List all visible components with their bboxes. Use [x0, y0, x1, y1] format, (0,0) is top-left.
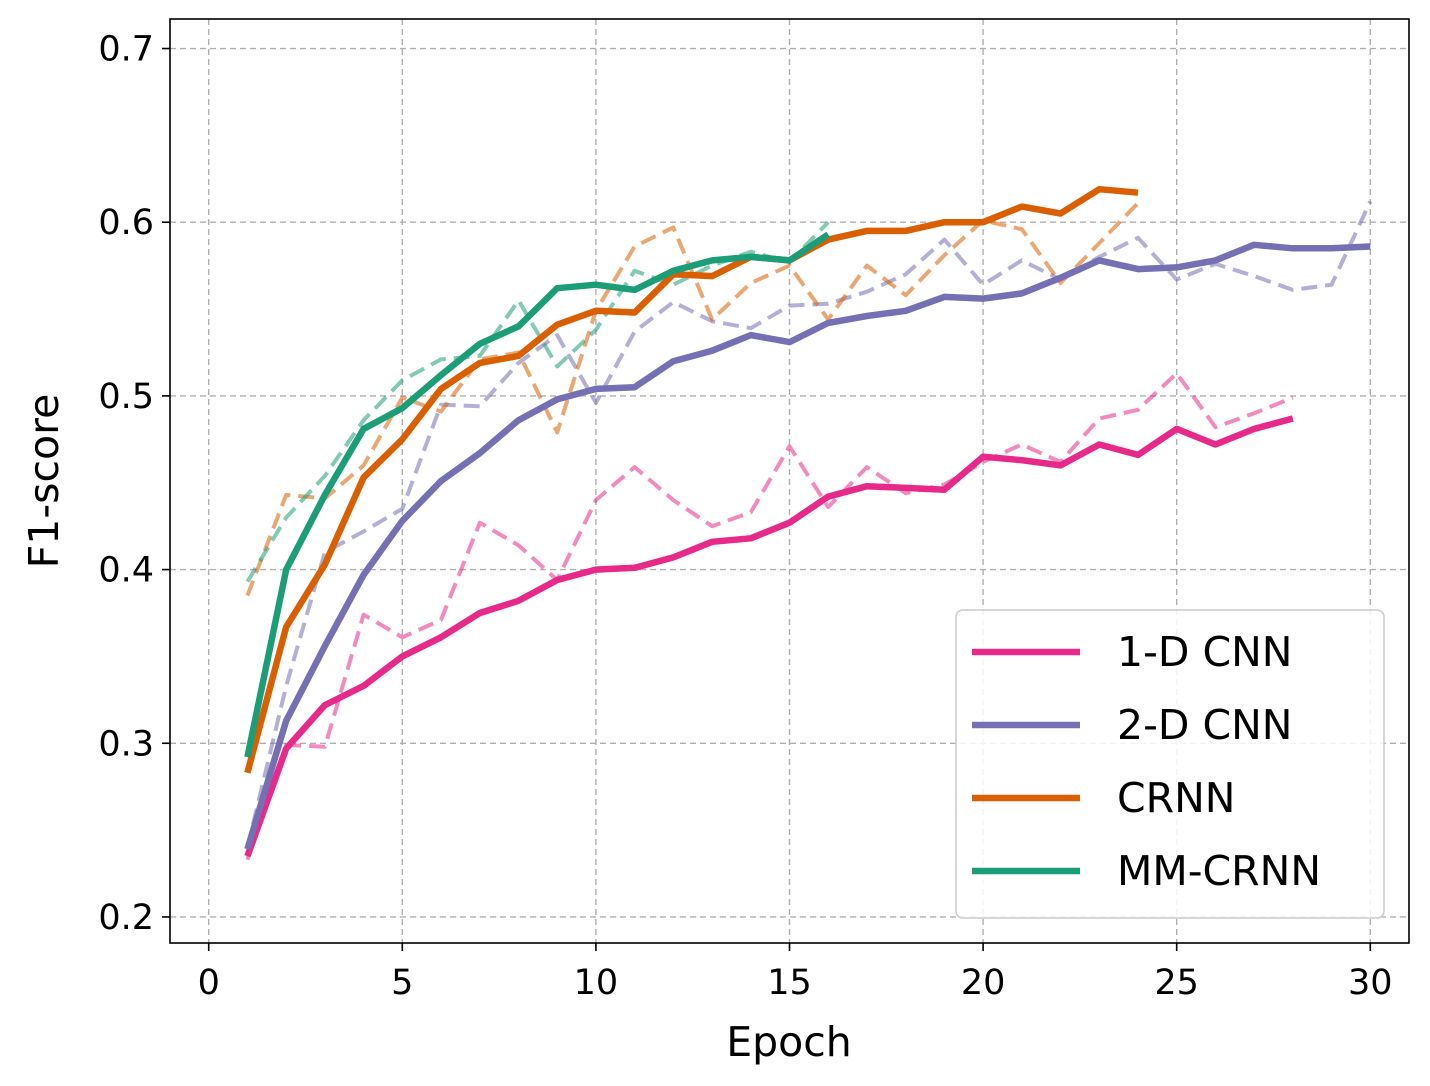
x-tick-label: 5 [391, 963, 413, 1003]
x-tick-label: 30 [1348, 963, 1393, 1003]
series-line-solid-2-d-cnn [244, 241, 1371, 851]
series-line-dashed-2-d-cnn [245, 200, 1373, 848]
y-axis-title: F1-score [20, 394, 68, 569]
x-tick-label: 10 [574, 963, 619, 1003]
legend: 1-D CNN 2-D CNN CRNN MM-CRNN [955, 609, 1385, 919]
legend-box [955, 609, 1385, 919]
series-line-solid-1-d-cnn [244, 415, 1294, 858]
series-line-solid-crnn [244, 185, 1139, 774]
legend-label: 2-D CNN [1117, 701, 1292, 749]
x-tick-label: 20 [961, 963, 1006, 1003]
x-tick-label: 0 [198, 963, 220, 1003]
legend-label: MM-CRNN [1117, 847, 1321, 895]
y-tick-label: 0.5 [98, 377, 154, 417]
legend-label: 1-D CNN [1117, 628, 1292, 676]
y-tick-label: 0.6 [98, 203, 154, 243]
solid-series-group [244, 185, 1371, 858]
series-line-dashed-1-d-cnn [245, 371, 1294, 861]
x-axis-ticks: 0 5 10 15 20 25 30 [198, 943, 1393, 1003]
y-tick-label: 0.2 [98, 898, 154, 938]
series-line-solid-mm-crnn [244, 231, 831, 758]
y-tick-label: 0.3 [98, 724, 154, 764]
x-tick-label: 25 [1154, 963, 1199, 1003]
y-tick-label: 0.7 [98, 30, 154, 70]
x-tick-label: 15 [767, 963, 812, 1003]
legend-label: CRNN [1117, 774, 1235, 822]
x-axis-title: Epoch [726, 1018, 852, 1066]
y-tick-label: 0.4 [98, 551, 154, 591]
y-axis-ticks: 0.2 0.3 0.4 0.5 0.6 0.7 [98, 30, 170, 938]
